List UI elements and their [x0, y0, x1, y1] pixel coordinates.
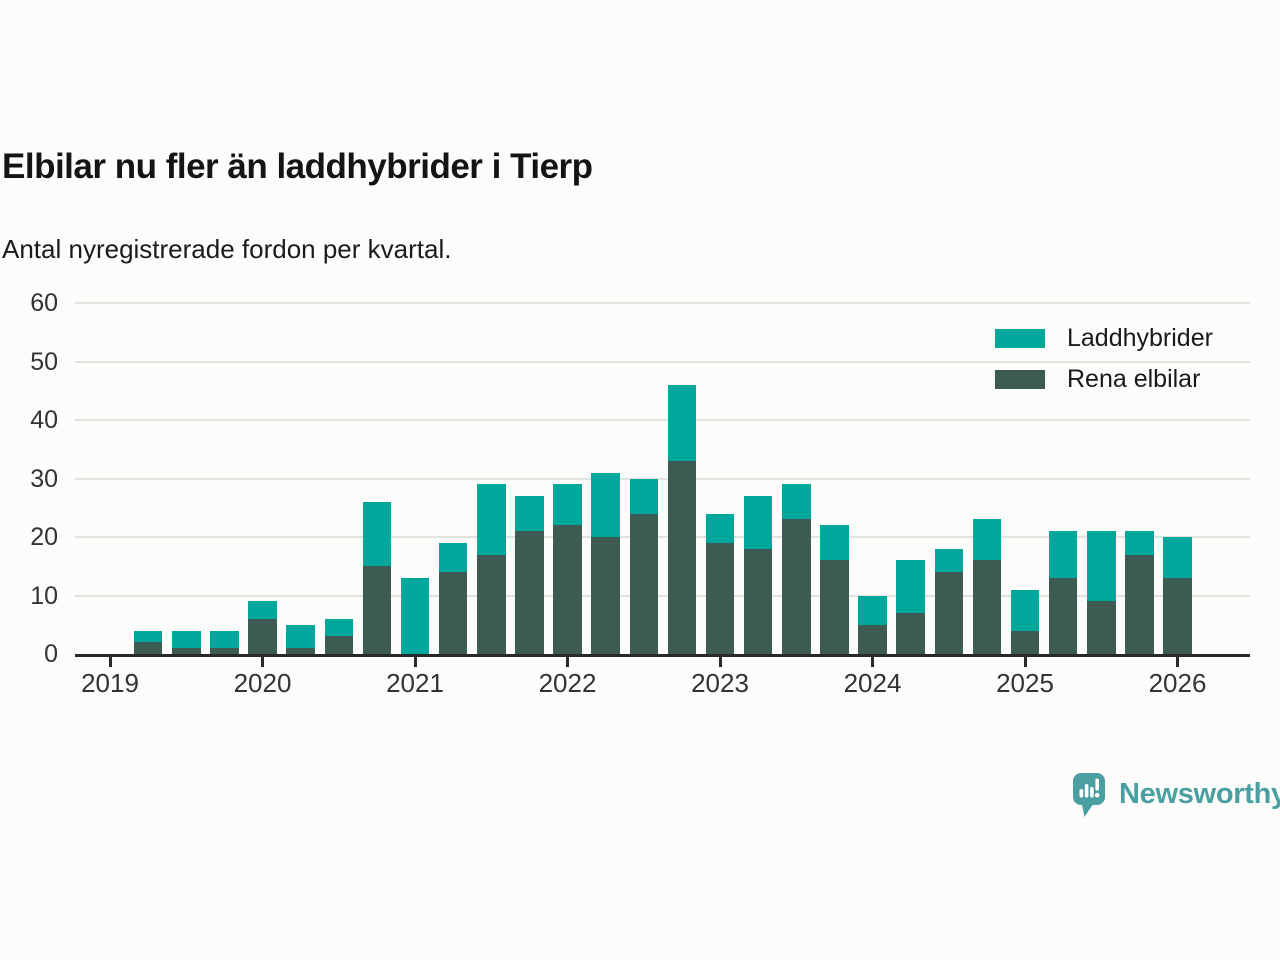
x-axis-label-2020: 2020: [233, 668, 292, 698]
legend: Laddhybrider Rena elbilar: [995, 324, 1213, 410]
bar-2019-Q2-laddhybrider: [133, 630, 163, 643]
bar-2025-Q4-rena-elbilar: [1125, 554, 1154, 654]
bar-2021-Q2-rena-elbilar: [438, 572, 468, 654]
x-axis-tick-2020: [261, 657, 264, 667]
brand-name: Newsworthy: [1119, 778, 1280, 810]
x-axis-label-2023: 2023: [691, 668, 749, 698]
bar-2024-Q2-rena-elbilar: [896, 613, 925, 654]
x-axis-label-2025: 2025: [996, 668, 1054, 698]
bar-2019-Q4-laddhybrider: [210, 630, 239, 649]
x-axis-label-2021: 2021: [386, 668, 444, 698]
bar-2022-Q3-laddhybrider: [629, 478, 658, 514]
bar-2020-Q4-laddhybrider: [362, 501, 392, 567]
bar-2020-Q2-rena-elbilar: [286, 648, 315, 654]
bar-2021-Q1-laddhybrider: [400, 577, 430, 654]
bar-2025-Q2-laddhybrider: [1048, 531, 1078, 578]
bar-2020-Q1-laddhybrider: [248, 601, 277, 619]
x-axis-tick-2026: [1176, 657, 1179, 667]
bar-2024-Q4-rena-elbilar: [972, 560, 1002, 654]
bar-2020-Q3-laddhybrider: [324, 618, 353, 637]
bar-2025-Q4-laddhybrider: [1125, 531, 1154, 555]
bar-2025-Q1-laddhybrider: [1010, 589, 1040, 631]
gridline-y-20: [75, 536, 1250, 538]
bar-2025-Q1-rena-elbilar: [1010, 630, 1040, 654]
bar-2019-Q3-laddhybrider: [172, 630, 201, 649]
bar-2022-Q4-rena-elbilar: [667, 460, 697, 654]
legend-label-rena-elbilar: Rena elbilar: [1067, 364, 1201, 393]
bar-2022-Q1-rena-elbilar: [553, 525, 582, 654]
bar-2024-Q1-rena-elbilar: [858, 624, 887, 654]
bar-2020-Q4-rena-elbilar: [362, 566, 392, 654]
y-axis-label-10: 10: [30, 581, 58, 610]
legend-label-laddhybrider: Laddhybrider: [1067, 323, 1213, 352]
chart-title: Elbilar nu fler än laddhybrider i Tierp: [2, 147, 593, 186]
newsworthy-logo-icon: [1073, 773, 1105, 817]
bar-2022-Q3-rena-elbilar: [629, 513, 658, 654]
legend-item-laddhybrider: Laddhybrider: [995, 324, 1213, 352]
bar-2026-Q1-rena-elbilar: [1163, 577, 1192, 654]
bar-2024-Q1-laddhybrider: [858, 595, 887, 625]
x-axis-label-2026: 2026: [1148, 668, 1207, 698]
x-axis-tick-2019: [108, 657, 112, 667]
bar-2020-Q2-laddhybrider: [286, 624, 315, 649]
bar-2021-Q2-laddhybrider: [438, 542, 468, 573]
bar-2019-Q3-rena-elbilar: [172, 648, 201, 654]
x-axis-tick-2025: [1023, 657, 1027, 667]
bar-2025-Q2-rena-elbilar: [1048, 577, 1078, 654]
bar-2025-Q3-rena-elbilar: [1087, 601, 1116, 654]
legend-swatch-rena-elbilar: [995, 369, 1045, 389]
x-axis-line: [75, 654, 1250, 657]
bar-2020-Q3-rena-elbilar: [324, 636, 353, 654]
bar-2021-Q3-rena-elbilar: [477, 554, 506, 654]
brand-footer: Newsworthy: [1072, 772, 1280, 818]
legend-item-rena-elbilar: Rena elbilar: [995, 365, 1213, 393]
bar-2023-Q1-rena-elbilar: [705, 542, 735, 654]
bar-2023-Q3-rena-elbilar: [782, 519, 811, 654]
x-axis-label-2022: 2022: [538, 668, 597, 698]
bar-2026-Q1-laddhybrider: [1163, 537, 1192, 578]
bar-2024-Q4-laddhybrider: [972, 519, 1002, 561]
y-axis-label-50: 50: [30, 347, 58, 376]
bar-2024-Q2-laddhybrider: [896, 560, 925, 614]
bar-2021-Q4-laddhybrider: [515, 496, 544, 532]
y-axis-label-30: 30: [30, 464, 58, 493]
gridline-y-50: [75, 360, 1250, 363]
y-axis-label-0: 0: [44, 640, 58, 668]
chart-subtitle: Antal nyregistrerade fordon per kvartal.: [2, 234, 452, 264]
bar-2021-Q3-laddhybrider: [477, 484, 506, 555]
bar-2019-Q4-rena-elbilar: [210, 648, 239, 654]
x-axis-tick-2024: [871, 657, 874, 667]
y-axis-label-20: 20: [30, 523, 58, 551]
bar-2023-Q2-rena-elbilar: [743, 548, 773, 654]
bar-2023-Q3-laddhybrider: [782, 484, 811, 520]
bar-2023-Q4-rena-elbilar: [820, 560, 849, 654]
x-axis-label-2019: 2019: [81, 668, 139, 698]
gridline-y-40: [75, 419, 1250, 421]
bar-2022-Q1-laddhybrider: [553, 484, 582, 526]
bar-2022-Q2-laddhybrider: [591, 472, 620, 537]
x-axis-tick-2021: [413, 657, 417, 667]
legend-swatch-laddhybrider: [995, 328, 1045, 348]
x-axis-tick-2023: [718, 657, 722, 667]
bar-2021-Q4-rena-elbilar: [515, 531, 544, 654]
bar-2019-Q2-rena-elbilar: [133, 642, 163, 654]
y-axis-label-40: 40: [30, 406, 58, 434]
bar-2022-Q2-rena-elbilar: [591, 537, 620, 654]
bar-2023-Q4-laddhybrider: [820, 525, 849, 561]
x-axis-tick-2022: [566, 657, 569, 667]
gridline-y-60: [75, 302, 1250, 304]
x-axis-label-2024: 2024: [843, 668, 902, 698]
bar-2024-Q3-rena-elbilar: [934, 572, 963, 654]
bar-2023-Q2-laddhybrider: [743, 496, 773, 549]
bar-2024-Q3-laddhybrider: [934, 548, 963, 573]
bar-2023-Q1-laddhybrider: [705, 513, 735, 543]
bar-2022-Q4-laddhybrider: [667, 384, 697, 461]
gridline-y-10: [75, 594, 1250, 597]
y-axis-label-60: 60: [30, 289, 58, 317]
bar-2025-Q3-laddhybrider: [1087, 531, 1116, 602]
gridline-y-30: [75, 477, 1250, 480]
bar-2020-Q1-rena-elbilar: [248, 618, 277, 654]
